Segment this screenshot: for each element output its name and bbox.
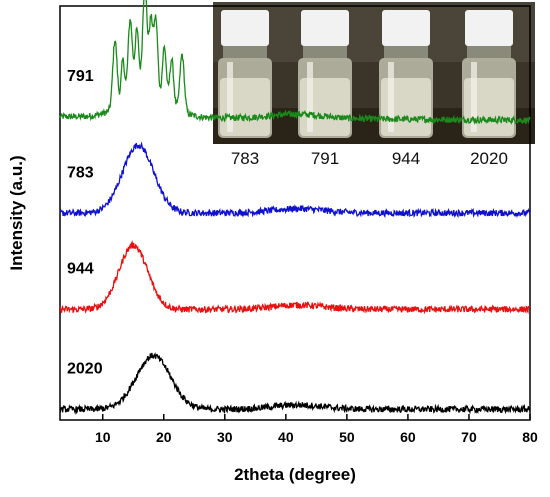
x-tick-label: 80 xyxy=(522,429,538,445)
series-line-2020 xyxy=(59,352,531,416)
inset-label-791: 791 xyxy=(311,149,339,168)
inset-label-2020: 2020 xyxy=(470,149,508,168)
x-tick-label: 50 xyxy=(339,429,355,445)
series-labels: 791 783 944 2020 xyxy=(67,68,103,378)
series-group xyxy=(59,0,531,416)
series-line-944 xyxy=(59,240,531,315)
series-line-783 xyxy=(59,141,531,219)
inset-label-944: 944 xyxy=(392,149,420,168)
x-axis-ticks: 10 20 30 40 50 60 70 80 xyxy=(95,414,538,445)
x-tick-label: 40 xyxy=(278,429,294,445)
x-tick-label: 20 xyxy=(156,429,172,445)
series-label-2020: 2020 xyxy=(67,361,103,378)
vial-783 xyxy=(218,10,272,138)
x-tick-label: 10 xyxy=(95,429,111,445)
series-line-791 xyxy=(59,0,531,126)
inset-label-783: 783 xyxy=(231,149,259,168)
series-label-783: 783 xyxy=(67,164,94,181)
x-tick-label: 60 xyxy=(400,429,416,445)
x-tick-label: 30 xyxy=(217,429,233,445)
series-label-944: 944 xyxy=(67,261,94,278)
vial-791 xyxy=(298,10,352,138)
inset-photo xyxy=(213,2,535,144)
y-axis-title: Intensity (a.u.) xyxy=(7,155,26,270)
x-axis-title: 2theta (degree) xyxy=(234,465,356,484)
x-tick-label: 70 xyxy=(461,429,477,445)
inset-labels: 783 791 944 2020 xyxy=(231,149,508,168)
series-label-791: 791 xyxy=(67,68,94,85)
